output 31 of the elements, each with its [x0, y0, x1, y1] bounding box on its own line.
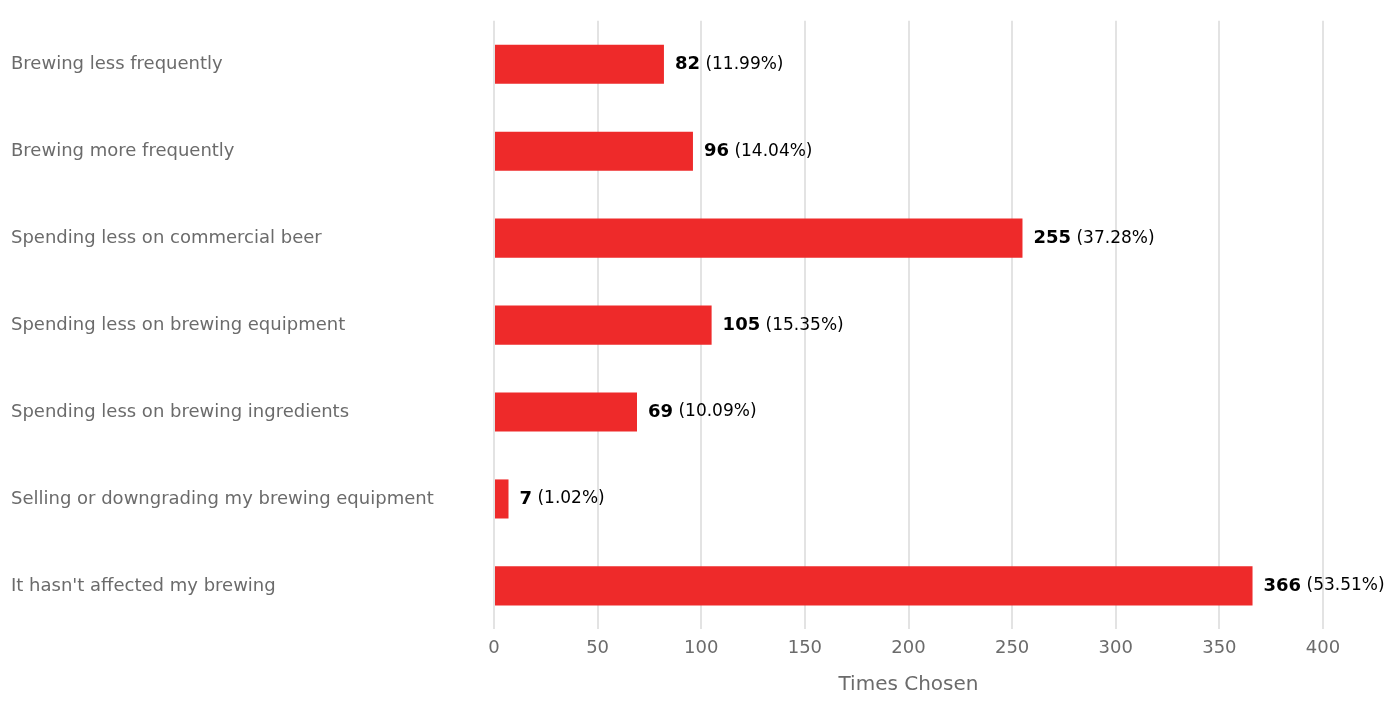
- y-tick-label: Spending less on brewing equipment: [11, 312, 346, 334]
- bar: [495, 392, 637, 432]
- bar: [495, 44, 664, 84]
- bar: [495, 131, 693, 171]
- data-label: 96 (14.04%): [703, 138, 813, 160]
- y-tick-label: Spending less on commercial beer: [11, 225, 323, 247]
- x-tick-label: 200: [891, 635, 926, 657]
- data-label: 255 (37.28%): [1033, 225, 1155, 247]
- x-tick-label: 50: [586, 635, 610, 657]
- data-label: 69 (10.09%): [648, 399, 757, 421]
- x-tick-label: 400: [1305, 635, 1341, 657]
- x-tick-label: 100: [684, 635, 719, 657]
- data-label: 105 (15.35%): [722, 312, 844, 334]
- x-tick-label: 250: [994, 635, 1030, 657]
- x-axis-title: Times Chosen: [837, 671, 979, 696]
- y-tick-label: Selling or downgrading my brewing equipment: [11, 486, 434, 508]
- y-tick-label: Spending less on brewing ingredients: [11, 399, 350, 421]
- bar: [495, 479, 509, 519]
- bar: [495, 305, 712, 345]
- x-tick-label: 350: [1202, 635, 1237, 657]
- x-tick-label: 300: [1098, 635, 1133, 657]
- y-tick-label: Brewing less frequently: [11, 51, 224, 73]
- data-label: 82 (11.99%): [674, 51, 784, 73]
- data-label: 7 (1.02%): [519, 486, 605, 508]
- y-tick-label: It hasn't affected my brewing: [11, 573, 276, 595]
- data-label: 366 (53.51%): [1263, 573, 1385, 595]
- x-tick-label: 150: [787, 635, 823, 657]
- x-tick-label: 0: [488, 635, 500, 657]
- bar: [495, 566, 1253, 606]
- bar: [495, 218, 1023, 258]
- y-tick-label: Brewing more frequently: [11, 138, 235, 160]
